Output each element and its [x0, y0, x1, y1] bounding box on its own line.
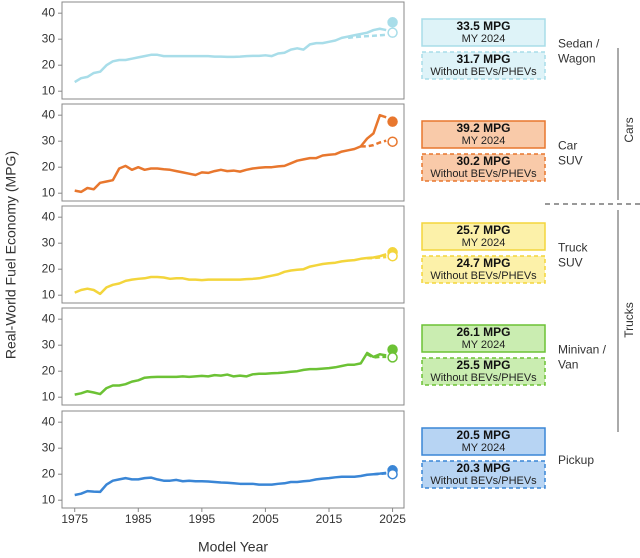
annotation-note: Without BEVs/PHEVs [430, 168, 537, 180]
annotation-box [421, 324, 546, 353]
x-tick-label: 1995 [188, 512, 215, 526]
annotation-note: Without BEVs/PHEVs [430, 66, 537, 78]
annotation-value: 26.1 MPG [456, 325, 510, 339]
y-tick-label: 10 [42, 492, 56, 506]
open-point [387, 27, 398, 38]
y-tick-label: 10 [42, 83, 56, 97]
category-label: Pickup [558, 453, 594, 467]
y-tick-label: 20 [42, 363, 56, 377]
group-label: Trucks [622, 302, 636, 338]
annotation-note: MY 2024 [462, 237, 506, 249]
y-tick-label: 40 [42, 414, 56, 428]
annotation-note: Without BEVs/PHEVs [430, 372, 537, 384]
y-axis-label: Real-World Fuel Economy (MPG) [3, 151, 19, 359]
annotation-value: 33.5 MPG [456, 19, 510, 33]
y-tick-label: 30 [42, 133, 56, 147]
annotation-value: 20.5 MPG [456, 428, 510, 442]
annotation-box [421, 357, 546, 386]
point [387, 17, 398, 28]
annotation-box [421, 120, 546, 149]
open-point [387, 468, 398, 480]
y-tick-label: 40 [42, 311, 56, 325]
y-tick-label: 30 [42, 440, 56, 454]
line [74, 253, 387, 296]
category-label: Van [558, 358, 578, 372]
annotation-box [421, 18, 546, 47]
panel-frame [61, 410, 405, 509]
annotation-box [421, 255, 546, 284]
annotation-value: 30.2 MPG [456, 154, 510, 168]
y-tick-label: 40 [42, 107, 56, 121]
x-tick-label: 2015 [316, 512, 343, 526]
dashed-line [366, 353, 387, 359]
y-tick-label: 20 [42, 261, 56, 275]
annotation-value: 31.7 MPG [456, 52, 510, 66]
panel-frame [61, 103, 405, 202]
dashed-line [347, 33, 387, 40]
annotation-value: 25.5 MPG [456, 358, 510, 372]
line [74, 27, 387, 84]
line [74, 351, 387, 396]
annotation-note: MY 2024 [462, 339, 506, 351]
dashed-line [367, 255, 387, 260]
x-tick-label: 2025 [379, 512, 406, 526]
x-tick-label: 1975 [61, 512, 88, 526]
annotation-note: MY 2024 [462, 135, 506, 147]
annotation-box [421, 51, 546, 80]
annotation-box [421, 460, 546, 489]
x-tick-label: 2005 [252, 512, 279, 526]
category-label: SUV [558, 154, 583, 168]
category-label: Car [558, 139, 577, 153]
annotation-box [421, 222, 546, 251]
panel-frame [61, 205, 405, 304]
line [74, 113, 387, 194]
y-tick-label: 30 [42, 235, 56, 249]
y-tick-label: 30 [42, 337, 56, 351]
y-tick-label: 40 [42, 209, 56, 223]
annotation-box [421, 427, 546, 456]
annotation-box [421, 153, 546, 182]
annotation-value: 25.7 MPG [456, 223, 510, 237]
category-label: Minivan / [558, 343, 607, 357]
open-point [387, 352, 398, 363]
category-label: SUV [558, 256, 583, 270]
annotation-value: 24.7 MPG [456, 256, 510, 270]
y-tick-label: 20 [42, 159, 56, 173]
open-point [387, 250, 398, 262]
panel-frame [61, 307, 405, 406]
point [387, 116, 398, 127]
line [74, 471, 387, 497]
y-tick-label: 10 [42, 389, 56, 403]
annotation-note: Without BEVs/PHEVs [430, 270, 537, 282]
x-axis-label: Model Year [198, 539, 268, 555]
dashed-line [360, 139, 387, 148]
category-label: Truck [558, 241, 589, 255]
y-tick-label: 40 [42, 5, 56, 19]
annotation-note: MY 2024 [462, 33, 506, 45]
y-tick-label: 20 [42, 466, 56, 480]
x-tick-label: 1985 [125, 512, 152, 526]
annotation-note: MY 2024 [462, 442, 506, 454]
y-tick-label: 10 [42, 287, 56, 301]
panel-frame [61, 1, 405, 100]
y-tick-label: 20 [42, 57, 56, 71]
open-point [387, 136, 398, 147]
category-label: Sedan / [558, 37, 600, 51]
annotation-note: Without BEVs/PHEVs [430, 475, 537, 487]
category-label: Wagon [558, 52, 596, 66]
y-tick-label: 10 [42, 185, 56, 199]
y-tick-label: 30 [42, 31, 56, 45]
group-label: Cars [622, 117, 636, 142]
annotation-value: 39.2 MPG [456, 121, 510, 135]
dashed-line [373, 472, 387, 476]
annotation-value: 20.3 MPG [456, 461, 510, 475]
